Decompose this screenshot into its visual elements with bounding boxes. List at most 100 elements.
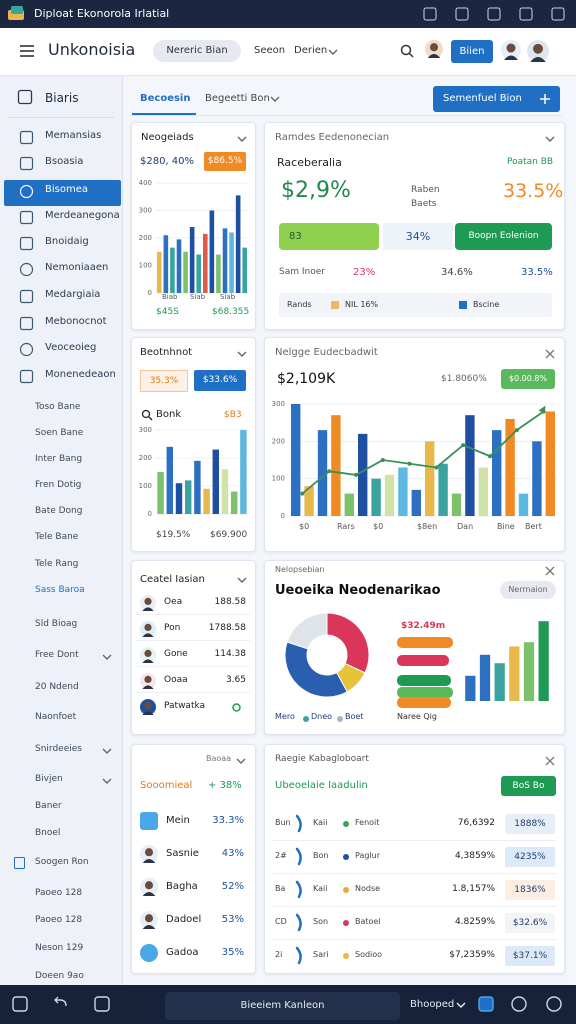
nav-icon (19, 316, 34, 331)
tab-underline (132, 113, 196, 115)
row-badge: $37.1% (505, 946, 555, 966)
nav-icon (19, 210, 34, 225)
trend-point (514, 428, 519, 433)
nav-item[interactable]: Veoceoieg (45, 342, 97, 353)
nav-item[interactable]: Mebonocnot (45, 316, 107, 327)
card-title: Ueoeika Neodenarikao (275, 583, 441, 598)
sidebar-link[interactable]: Tele Rang (35, 559, 79, 569)
tab[interactable]: Begeetti Bon (205, 93, 270, 104)
nav-item[interactable]: Bsoasia (45, 156, 84, 167)
sidebar-link[interactable]: 20 Ndend (35, 682, 79, 692)
window-title: Diploat Ekonorola Irlatial (34, 7, 170, 20)
x-label: Rars (337, 522, 355, 531)
progress-button[interactable]: Boopn Eolenion (455, 223, 552, 250)
window-control (519, 7, 533, 21)
header-button[interactable]: Biien (451, 40, 493, 63)
badge-button[interactable]: $33.6% (194, 370, 246, 391)
sidebar-link[interactable]: Soogen Ron (35, 857, 89, 867)
sidebar-link[interactable]: Paoeo 128 (35, 915, 83, 925)
taskbar-icon (511, 996, 527, 1012)
sidebar-link[interactable]: Bate Dong (35, 506, 83, 516)
sidebar-link[interactable]: Free Dont (35, 650, 79, 660)
avatar (140, 647, 156, 663)
sidebar-icon (17, 89, 33, 105)
app-name: Unkonoisia (48, 40, 136, 59)
nav-item[interactable]: Memansias (45, 130, 102, 141)
y-tick-label: 100 (272, 475, 285, 483)
y-tick-label: 100 (139, 482, 152, 490)
status-icon (232, 703, 241, 712)
taskbar-menu[interactable]: Bhooped (410, 999, 455, 1010)
avatar-head (429, 43, 439, 52)
row-dot (343, 953, 349, 959)
footer-value: $68.355 (212, 307, 250, 317)
taskbar-center[interactable]: Bieeiem Kanleon (165, 992, 400, 1020)
sidebar-link[interactable]: Soen Bane (35, 428, 84, 438)
app-logo (8, 6, 24, 20)
nav-dropdown[interactable]: Derien (294, 45, 328, 56)
bar-chart (465, 621, 549, 701)
sidebar-link[interactable]: Fren Dotig (35, 480, 82, 490)
sidebar-link[interactable]: Inter Bang (35, 454, 83, 464)
sidebar-link[interactable]: Tele Bane (35, 532, 79, 542)
nav-link[interactable]: Seeon (254, 45, 286, 56)
search-lens (400, 44, 412, 56)
chevron-path (237, 351, 247, 357)
sidebar-link[interactable]: Toso Bane (35, 402, 81, 412)
avatar-body (142, 891, 156, 896)
sidebar-link[interactable]: Naonfoet (35, 712, 77, 722)
sidebar-link[interactable]: Bnoel (35, 828, 61, 838)
y-tick-label: 200 (272, 437, 285, 445)
nav-item[interactable]: Monenedeaon (45, 369, 116, 380)
row-name: Paglur (355, 851, 381, 860)
chevron-path (545, 136, 555, 142)
window-control (455, 7, 469, 21)
sidebar-link[interactable]: Bivjen (35, 774, 63, 784)
nav-item[interactable]: Nemoniaaen (45, 262, 109, 273)
sidebar-link[interactable]: Baner (35, 801, 62, 811)
primary-button[interactable]: Semenfuel Bion (433, 86, 560, 112)
search-value: $B3 (224, 410, 242, 420)
sidebar-link[interactable]: Paoeo 128 (35, 888, 83, 898)
trend-point (488, 454, 492, 459)
bar (203, 488, 210, 514)
stat: 33.5% (521, 267, 553, 278)
bar (229, 232, 234, 293)
pill-button[interactable]: Nereric Bian (153, 40, 241, 62)
search-handle (408, 52, 414, 58)
sidebar-link[interactable]: Neson 129 (35, 943, 84, 953)
avatar-head (144, 914, 154, 923)
close-path (545, 566, 555, 576)
row-divider (136, 666, 250, 667)
sidebar-link[interactable]: Snirdeeies (35, 744, 82, 754)
kpi-change: $1.8060% (441, 374, 487, 384)
window-control (487, 7, 501, 21)
donut-slice (326, 612, 370, 674)
avatar (140, 595, 156, 611)
row-name: Fenoit (355, 818, 380, 827)
card-button[interactable]: BoS Bo (501, 776, 556, 796)
row-code: 2i (275, 950, 283, 959)
nav-item[interactable]: Merdeanegona (45, 210, 120, 221)
sidebar-link[interactable]: Sass Baroa (35, 585, 85, 595)
nav-item[interactable]: Bnoidaig (45, 236, 89, 247)
avatar (425, 40, 443, 58)
card-title: Ceatel Iasian (140, 574, 205, 585)
chevron (237, 577, 247, 583)
sidebar-link[interactable]: Sld Bioag (35, 619, 78, 629)
avatar-head (144, 597, 152, 605)
legend-text: Rands (287, 300, 312, 309)
bar-chart: 0 100 200 300 (272, 400, 557, 520)
tab-active[interactable]: Becoesin (140, 93, 191, 104)
sidebar-link[interactable]: Doeen 9ao (35, 971, 84, 981)
bar (216, 254, 221, 293)
bar (438, 463, 448, 516)
control-shape (519, 7, 533, 21)
legend-strip (279, 293, 552, 317)
nav-item[interactable]: Medargiaia (45, 289, 101, 300)
bar (465, 415, 475, 516)
avatar-head (144, 881, 154, 890)
hook (295, 814, 302, 833)
nav-item[interactable]: Bisomea (45, 184, 88, 195)
bar (196, 254, 202, 293)
